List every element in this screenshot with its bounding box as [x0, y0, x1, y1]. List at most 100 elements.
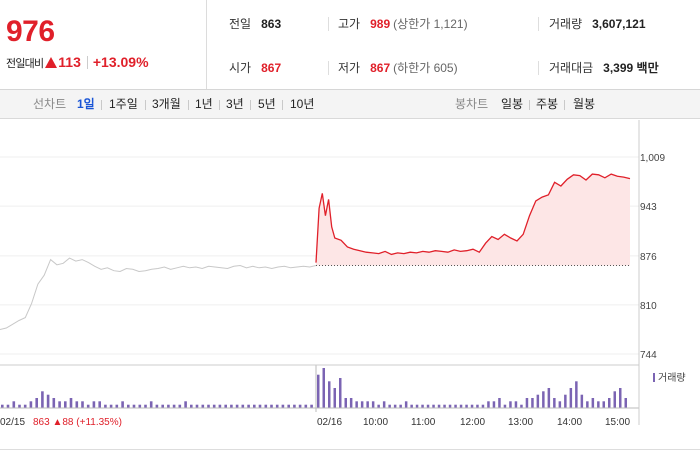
volume-bar	[619, 388, 622, 408]
tab-1year[interactable]: 1년	[195, 97, 213, 111]
volume-bar	[580, 394, 584, 408]
high-label: 고가	[338, 17, 361, 31]
volume-bar	[388, 404, 391, 408]
volume-bar	[29, 401, 33, 408]
divider	[282, 100, 283, 110]
volume-bar	[75, 401, 79, 408]
volume-bar	[355, 401, 358, 408]
volume-bar	[454, 404, 457, 408]
volume-bar	[470, 404, 474, 408]
y-tick-label: 876	[640, 252, 657, 263]
divider	[538, 17, 539, 31]
volume-bar	[287, 404, 290, 408]
volume-bar	[224, 404, 227, 408]
volume-bar	[281, 404, 285, 408]
amount-stat: 거래대금 3,399 백만	[549, 60, 659, 76]
volume-bar	[92, 401, 96, 408]
upper-limit: (상한가 1,121)	[393, 17, 468, 31]
prev-close-value: 863	[261, 17, 282, 31]
volume-bar	[542, 391, 545, 408]
volume-bar	[127, 404, 130, 408]
volume-bar	[608, 398, 611, 408]
volume-bar	[161, 404, 164, 408]
change-line: 전일대비 113 +13.09%	[6, 54, 149, 72]
tab-weekly-candle[interactable]: 주봉	[536, 97, 559, 111]
tab-daily-candle[interactable]: 일봉	[501, 97, 524, 111]
volume-bar	[46, 394, 50, 408]
tab-monthly-candle[interactable]: 월봉	[573, 97, 596, 111]
volume-bar	[109, 404, 113, 408]
volume-bar	[421, 404, 424, 408]
tab-1day[interactable]: 1일	[77, 97, 95, 111]
volume-bar	[35, 398, 38, 408]
volume-bar	[339, 378, 342, 408]
volume-value: 3,607,121	[592, 17, 646, 31]
divider	[328, 17, 329, 31]
volume-bar	[591, 398, 595, 408]
x-tick-label: 02/15	[0, 417, 25, 428]
tab-10years[interactable]: 10년	[290, 97, 315, 111]
volume-bar	[613, 391, 616, 408]
volume-bar	[448, 404, 452, 408]
volume-bar	[184, 401, 187, 408]
lower-limit: (하한가 605)	[393, 61, 458, 75]
prev-day-rate: (+11.35%)	[76, 417, 122, 428]
tab-3months[interactable]: 3개월	[152, 97, 181, 111]
volume-bar	[138, 404, 142, 408]
volume-bar	[1, 404, 4, 408]
volume-bar	[98, 401, 101, 408]
volume-label: 거래량	[549, 17, 583, 31]
prev-day-close: 863	[33, 417, 50, 428]
volume-bar	[382, 401, 386, 408]
volume-bar	[167, 404, 170, 408]
volume-bar	[322, 368, 325, 408]
x-axis: 02/15 02/16 10:00 11:00 12:00 13:00 14:0…	[0, 417, 630, 428]
volume-bar	[293, 404, 296, 408]
volume-bars	[1, 368, 627, 408]
volume-legend-label: 거래량	[658, 372, 686, 384]
x-tick-label: 11:00	[411, 417, 436, 428]
price-chart[interactable]: 1,009 943 876 810 744 거래량 02/15 02/16 10…	[0, 120, 700, 449]
volume-bar	[12, 401, 16, 408]
tab-3years[interactable]: 3년	[226, 97, 244, 111]
volume-bar	[465, 404, 468, 408]
volume-bar	[247, 404, 250, 408]
volume-bar	[426, 404, 430, 408]
volume-legend-swatch	[653, 373, 655, 382]
volume-bar	[298, 404, 302, 408]
prev-close-stat: 전일 863	[229, 16, 281, 32]
y-tick-label: 744	[640, 350, 657, 361]
tab-5years[interactable]: 5년	[258, 97, 276, 111]
today-price-line	[315, 173, 631, 263]
y-tick-label: 1,009	[640, 153, 665, 164]
x-tick-label: 12:00	[460, 417, 485, 428]
divider	[538, 61, 539, 75]
open-value: 867	[261, 61, 282, 75]
current-price: 976	[6, 15, 55, 48]
volume-bar	[437, 404, 441, 408]
volume-bar	[487, 401, 490, 408]
tab-1week[interactable]: 1주일	[109, 97, 138, 111]
volume-bar	[155, 404, 159, 408]
volume-bar	[547, 388, 551, 408]
prev-day-note: 863 ▲88 (+11.35%)	[33, 417, 122, 428]
divider	[101, 100, 102, 110]
volume-bar	[241, 404, 245, 408]
volume-bar	[230, 404, 233, 408]
volume-bar	[404, 401, 408, 408]
volume-bar	[525, 398, 529, 408]
volume-bar	[149, 401, 153, 408]
up-arrow-icon	[45, 57, 58, 68]
prev-day-change: 88	[62, 417, 74, 428]
volume-bar	[304, 404, 308, 408]
prev-close-label: 전일	[229, 17, 252, 31]
low-stat: 저가 867 (하한가 605)	[338, 60, 458, 76]
volume-bar	[328, 381, 331, 408]
y-tick-label: 943	[640, 202, 657, 213]
volume-stat: 거래량 3,607,121	[549, 16, 646, 32]
amount-value: 3,399 백만	[603, 61, 659, 75]
volume-bar	[602, 401, 605, 408]
high-value: 989	[370, 17, 391, 31]
volume-bar	[575, 381, 578, 408]
volume-bar	[23, 404, 27, 408]
